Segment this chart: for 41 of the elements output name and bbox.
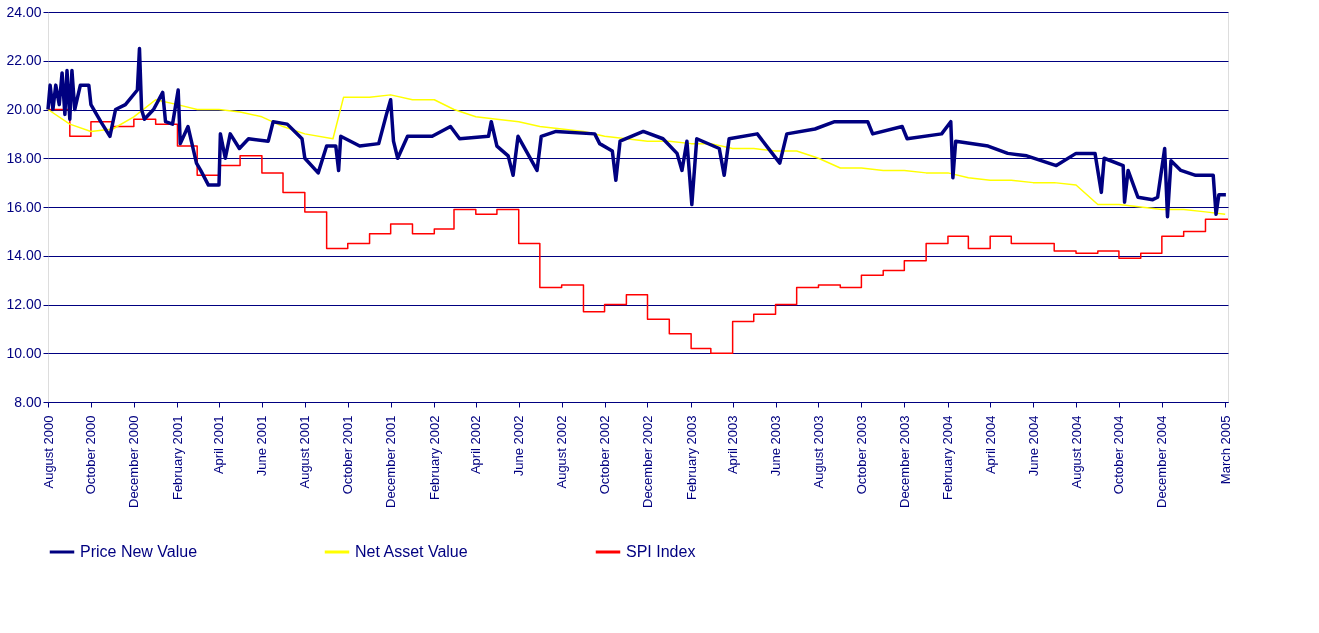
x-tick-label: June 2003 xyxy=(768,415,784,477)
legend-label: Price New Value xyxy=(80,543,198,560)
line-series xyxy=(47,94,1226,216)
legend-label: Net Asset Value xyxy=(355,543,468,560)
x-tick-label: December 2004 xyxy=(1154,415,1170,508)
x-tick-label: October 2003 xyxy=(853,415,869,495)
x-tick-label: February 2003 xyxy=(683,415,699,501)
x-tick-label: August 2003 xyxy=(810,415,826,489)
x-tick-label: April 2003 xyxy=(725,415,741,475)
x-tick-label: April 2001 xyxy=(211,415,227,475)
x-tick-label: February 2001 xyxy=(169,415,185,501)
y-tick-label: 24.00 xyxy=(6,3,42,20)
x-tick-label: October 2001 xyxy=(340,415,356,495)
x-tick-label: March 2005 xyxy=(1217,415,1233,485)
x-tick-label: December 2000 xyxy=(126,415,142,508)
y-tick-label: 20.00 xyxy=(6,101,42,117)
x-tick-label: August 2001 xyxy=(297,415,313,489)
x-tick-label: April 2002 xyxy=(468,415,484,475)
x-tick-label: December 2001 xyxy=(383,415,399,508)
x-tick-label: October 2004 xyxy=(1111,415,1127,495)
x-tick-label: October 2002 xyxy=(597,415,613,495)
x-tick-label: April 2004 xyxy=(982,415,998,475)
x-tick-label: June 2002 xyxy=(511,415,527,477)
y-tick-label: 16.00 xyxy=(6,198,42,215)
y-tick-label: 8.00 xyxy=(14,393,42,410)
x-tick-label: June 2004 xyxy=(1025,415,1041,477)
legend-label: SPI Index xyxy=(626,543,696,560)
x-tick-label: December 2003 xyxy=(896,415,912,508)
x-tick-label: December 2002 xyxy=(640,415,655,508)
x-tick-label: February 2004 xyxy=(940,415,956,501)
y-tick-label: 18.00 xyxy=(6,149,42,166)
x-tick-label: August 2002 xyxy=(554,415,570,489)
x-tick-label: February 2002 xyxy=(426,415,442,501)
x-tick-label: June 2001 xyxy=(254,415,270,477)
y-tick-label: 10.00 xyxy=(6,344,42,361)
y-tick-label: 12.00 xyxy=(6,296,42,312)
y-tick-label: 22.00 xyxy=(6,52,42,69)
x-tick-label: August 2000 xyxy=(40,415,56,489)
x-tick-label: August 2004 xyxy=(1068,415,1084,489)
x-tick-label: October 2000 xyxy=(83,415,99,495)
y-tick-label: 14.00 xyxy=(6,247,42,264)
